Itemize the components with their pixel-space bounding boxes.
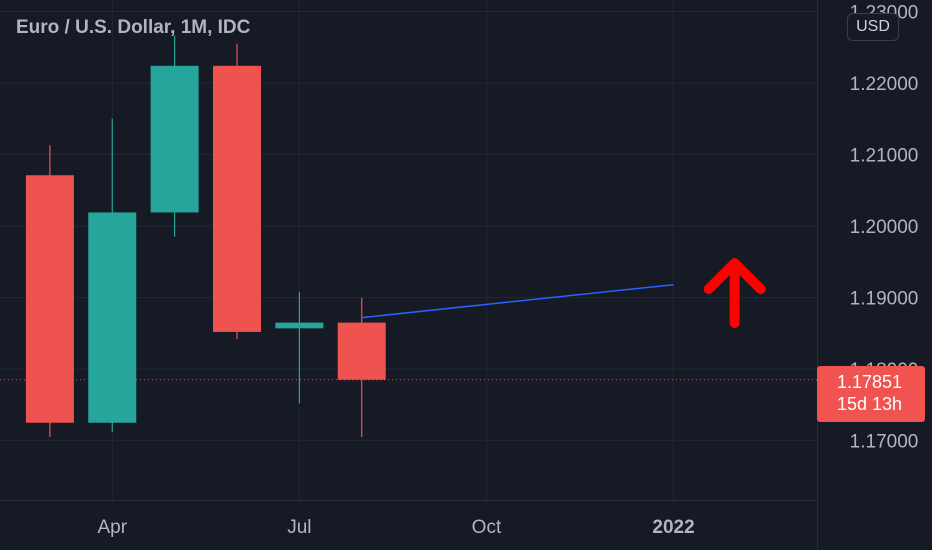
candlestick-series [25, 35, 386, 438]
y-tick-label: 1.19000 [850, 289, 919, 310]
last-price-label: 1.17851 15d 13h [817, 366, 925, 422]
candle-body [337, 322, 386, 380]
x-tick-label: Apr [97, 517, 127, 538]
bar-countdown: 15d 13h [837, 394, 903, 414]
x-tick-label: 2022 [652, 517, 694, 538]
candle-body [150, 65, 199, 213]
drawing-tools[interactable] [361, 258, 766, 329]
y-tick-label: 1.22000 [850, 74, 919, 95]
x-tick-label: Jul [287, 517, 311, 538]
candle-body [275, 322, 324, 329]
candle-body [88, 212, 137, 423]
y-tick-label: 1.17000 [850, 432, 919, 453]
currency-button[interactable]: USD [847, 13, 899, 41]
chart-title: Euro / U.S. Dollar, 1M, IDC [16, 17, 251, 38]
bearish-candle [25, 145, 74, 438]
x-tick-label: Oct [472, 517, 502, 538]
bullish-candle [88, 118, 137, 433]
bearish-candle [337, 297, 386, 438]
candle-body [212, 65, 261, 332]
y-tick-label: 1.21000 [850, 146, 919, 167]
y-tick-label: 1.20000 [850, 217, 919, 238]
trend-line [361, 283, 674, 319]
bullish-candle [150, 35, 199, 237]
bullish-candle [275, 291, 324, 404]
last-price-value: 1.17851 [837, 372, 903, 392]
bearish-candle [212, 43, 261, 340]
up-arrow-icon [703, 258, 766, 329]
candle-body [25, 175, 74, 423]
